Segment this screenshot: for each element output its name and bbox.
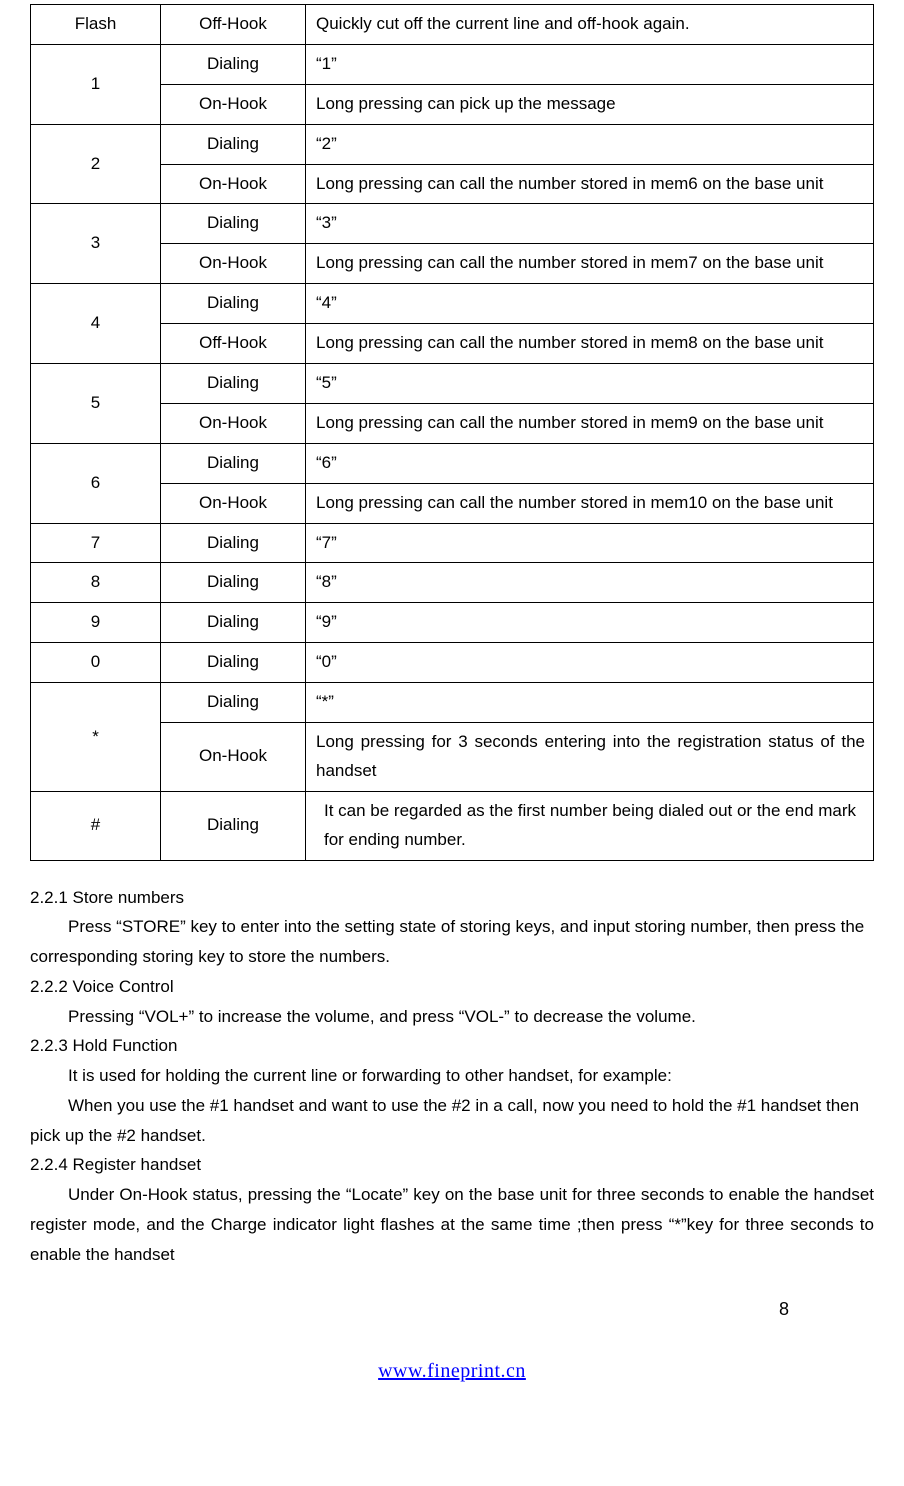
table-row: 3Dialing“3” [31, 204, 874, 244]
desc-cell: “4” [306, 284, 874, 324]
state-cell: Dialing [161, 124, 306, 164]
state-cell: Off-Hook [161, 5, 306, 45]
state-cell: Dialing [161, 603, 306, 643]
state-cell: On-Hook [161, 164, 306, 204]
key-cell: Flash [31, 5, 161, 45]
state-cell: Dialing [161, 563, 306, 603]
table-row: 9Dialing“9” [31, 603, 874, 643]
desc-cell: Long pressing can call the number stored… [306, 324, 874, 364]
desc-cell: “1” [306, 44, 874, 84]
state-cell: Off-Hook [161, 324, 306, 364]
state-cell: Dialing [161, 284, 306, 324]
key-cell: 8 [31, 563, 161, 603]
section-body-2: Pressing “VOL+” to increase the volume, … [30, 1002, 874, 1032]
desc-cell: Long pressing can call the number stored… [306, 403, 874, 443]
table-row: 7Dialing“7” [31, 523, 874, 563]
state-cell: On-Hook [161, 483, 306, 523]
desc-cell: Long pressing can call the number stored… [306, 164, 874, 204]
section-heading-2: 2.2.2 Voice Control [30, 972, 874, 1002]
table-row: FlashOff-HookQuickly cut off the current… [31, 5, 874, 45]
page-number: 8 [30, 1299, 874, 1320]
desc-cell: “0” [306, 643, 874, 683]
desc-cell: Long pressing for 3 seconds entering int… [306, 723, 874, 792]
state-cell: Dialing [161, 443, 306, 483]
desc-cell: “*” [306, 683, 874, 723]
state-cell: On-Hook [161, 403, 306, 443]
key-cell: 9 [31, 603, 161, 643]
desc-cell: “5” [306, 364, 874, 404]
desc-cell: Long pressing can call the number stored… [306, 244, 874, 284]
table-row: 8Dialing“8” [31, 563, 874, 603]
section-heading-4: 2.2.4 Register handset [30, 1150, 874, 1180]
section-body-1: Press “STORE” key to enter into the sett… [30, 912, 874, 972]
table-row: 5Dialing“5” [31, 364, 874, 404]
key-cell: 0 [31, 643, 161, 683]
table-row: #DialingIt can be regarded as the first … [31, 791, 874, 860]
desc-cell: Long pressing can pick up the message [306, 84, 874, 124]
state-cell: Dialing [161, 791, 306, 860]
desc-cell: “8” [306, 563, 874, 603]
state-cell: On-Hook [161, 723, 306, 792]
desc-cell: “9” [306, 603, 874, 643]
section-body-4: Under On-Hook status, pressing the “Loca… [30, 1180, 874, 1269]
table-row: *Dialing“*” [31, 683, 874, 723]
table-row: 1Dialing“1” [31, 44, 874, 84]
section-heading-1: 2.2.1 Store numbers [30, 883, 874, 913]
state-cell: Dialing [161, 44, 306, 84]
key-cell: * [31, 683, 161, 792]
table-row: 4Dialing“4” [31, 284, 874, 324]
footer-link[interactable]: www.fineprint.cn [378, 1360, 526, 1382]
key-cell: 7 [31, 523, 161, 563]
key-cell: 2 [31, 124, 161, 204]
state-cell: Dialing [161, 683, 306, 723]
section-body-3a: It is used for holding the current line … [30, 1061, 874, 1091]
desc-cell: Long pressing can call the number stored… [306, 483, 874, 523]
section-heading-3: 2.2.3 Hold Function [30, 1031, 874, 1061]
key-cell: 3 [31, 204, 161, 284]
table-row: 6Dialing“6” [31, 443, 874, 483]
desc-cell: “7” [306, 523, 874, 563]
state-cell: Dialing [161, 643, 306, 683]
state-cell: On-Hook [161, 84, 306, 124]
body-text: 2.2.1 Store numbers Press “STORE” key to… [30, 883, 874, 1270]
key-cell: 1 [31, 44, 161, 124]
table-row: 2Dialing“2” [31, 124, 874, 164]
desc-cell: Quickly cut off the current line and off… [306, 5, 874, 45]
desc-cell: “2” [306, 124, 874, 164]
desc-cell: “3” [306, 204, 874, 244]
state-cell: Dialing [161, 364, 306, 404]
key-cell: 6 [31, 443, 161, 523]
keys-table: FlashOff-HookQuickly cut off the current… [30, 4, 874, 861]
state-cell: On-Hook [161, 244, 306, 284]
state-cell: Dialing [161, 523, 306, 563]
key-cell: 4 [31, 284, 161, 364]
state-cell: Dialing [161, 204, 306, 244]
key-cell: 5 [31, 364, 161, 444]
key-cell: # [31, 791, 161, 860]
desc-cell: It can be regarded as the first number b… [306, 791, 874, 860]
section-body-3b: When you use the #1 handset and want to … [30, 1091, 874, 1151]
desc-cell: “6” [306, 443, 874, 483]
table-row: 0Dialing“0” [31, 643, 874, 683]
